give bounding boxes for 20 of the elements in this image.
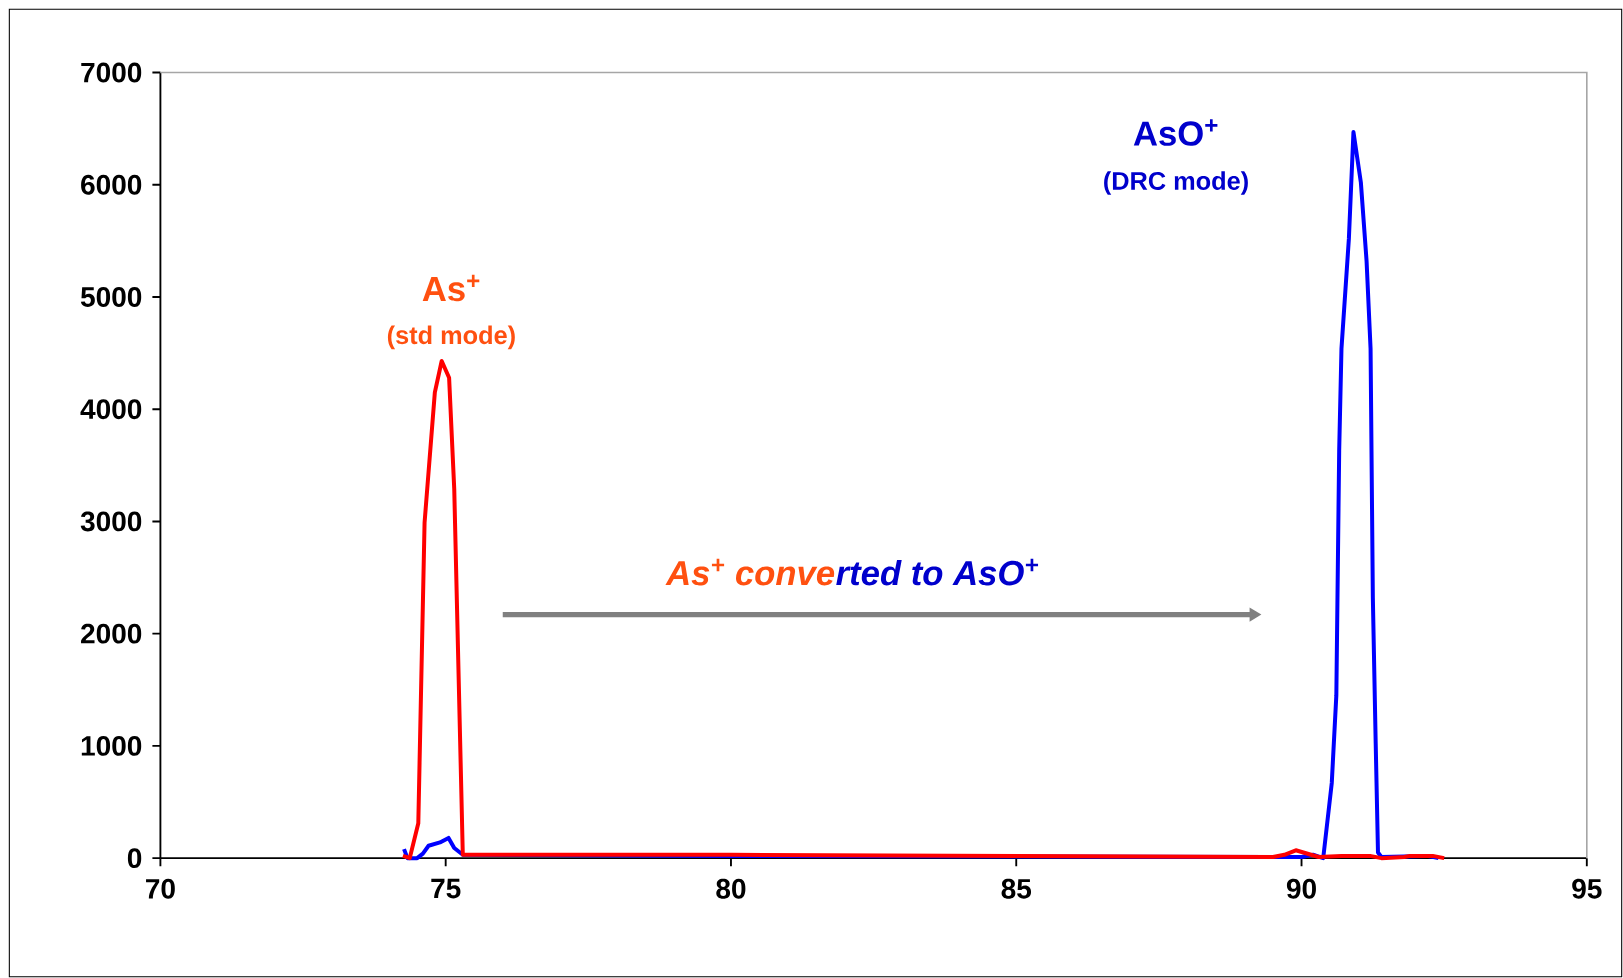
- text: As$^{+}$ conve: [665, 558, 835, 586]
- y-tick-label: 1000: [81, 735, 142, 756]
- text: rted to AsO$^{+}$: [836, 558, 1039, 586]
- x-tick-label: 70: [146, 878, 175, 899]
- y-tick-label: 0: [127, 848, 142, 869]
- y-tick-label: 5000: [80, 287, 142, 307]
- x-tick-label: 85: [1001, 878, 1032, 899]
- y-tick-label: 7000: [81, 62, 142, 83]
- x-tick-label: 95: [1572, 878, 1602, 899]
- x-tick-label: 80: [716, 878, 746, 899]
- x-tick-label: 75: [431, 878, 461, 899]
- y-tick-label: 3000: [80, 511, 142, 532]
- y-tick-label: 4000: [80, 399, 142, 420]
- y-tick-label: 6000: [81, 174, 142, 195]
- x-tick-label: 90: [1286, 878, 1316, 899]
- annotation: (DRC mode): [1104, 171, 1248, 195]
- annotation: (std mode): [387, 325, 515, 350]
- annotation: AsO$^{+}$: [1133, 119, 1218, 146]
- annotation: As$^{+}$: [422, 274, 480, 302]
- y-tick-label: 2000: [81, 623, 142, 644]
